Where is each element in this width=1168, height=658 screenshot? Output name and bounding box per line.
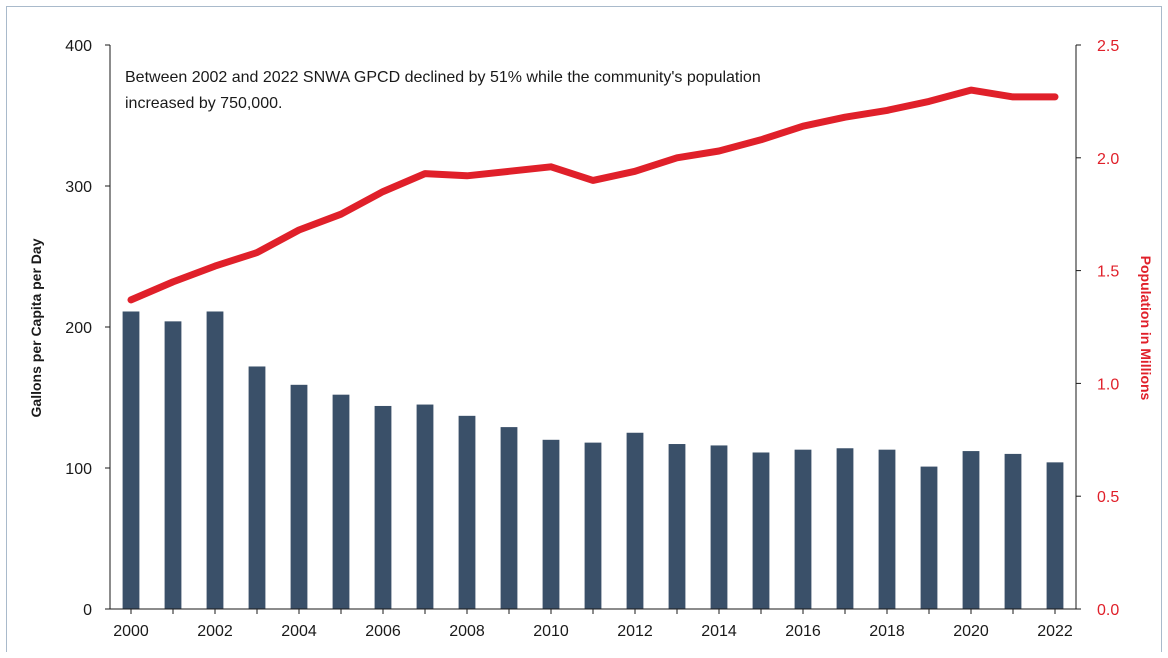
bar-2020 <box>962 451 980 609</box>
bar-2012 <box>626 432 644 609</box>
bar-2000 <box>122 311 140 609</box>
x-tick-label: 2002 <box>197 623 233 640</box>
left-axis-title: Gallons per Capita per Day <box>28 238 44 417</box>
left-tick-label: 200 <box>65 320 92 337</box>
axes-layer: 0 100 200 300 400 0.0 0.5 1.0 1.5 2.0 2.5 2000 2002 2… <box>65 38 1119 640</box>
x-tick-label: 2014 <box>701 623 737 640</box>
left-tick-label: 300 <box>65 179 92 196</box>
annotation-line-1: Between 2002 and 2022 SNWA GPCD declined… <box>125 69 761 86</box>
right-tick-label: 1.5 <box>1097 264 1119 281</box>
bar-2008 <box>458 415 476 609</box>
bar-2018 <box>878 449 896 609</box>
chart-frame <box>6 6 1162 652</box>
bar-2015 <box>752 452 770 609</box>
bar-2009 <box>500 427 518 609</box>
bar-2004 <box>290 384 308 609</box>
bar-2007 <box>416 404 434 609</box>
x-tick-label: 2000 <box>113 623 149 640</box>
right-tick-label: 0.0 <box>1097 602 1119 619</box>
right-tick-label: 2.0 <box>1097 151 1119 168</box>
bar-2014 <box>710 445 728 609</box>
bar-2022 <box>1046 462 1064 609</box>
bar-2003 <box>248 366 266 609</box>
population-line <box>127 86 1059 304</box>
x-tick-label: 2018 <box>869 623 905 640</box>
annotation-line-2: increased by 750,000. <box>125 95 282 112</box>
x-tick-label: 2022 <box>1037 623 1073 640</box>
bar-2010 <box>542 439 560 609</box>
left-tick-label: 0 <box>83 602 92 619</box>
x-tick-label: 2010 <box>533 623 569 640</box>
right-axis-title: Population in Millions <box>1138 256 1154 401</box>
x-tick-label: 2006 <box>365 623 401 640</box>
bar-2011 <box>584 442 602 609</box>
left-tick-label: 400 <box>65 38 92 55</box>
bar-2002 <box>206 311 224 609</box>
bar-2021 <box>1004 453 1022 609</box>
right-tick-label: 1.0 <box>1097 376 1119 393</box>
line-layer <box>127 86 1059 304</box>
bar-2016 <box>794 449 812 609</box>
bar-2005 <box>332 394 350 609</box>
right-tick-label: 2.5 <box>1097 38 1119 55</box>
x-tick-label: 2016 <box>785 623 821 640</box>
x-tick-label: 2008 <box>449 623 485 640</box>
x-tick-label: 2020 <box>953 623 989 640</box>
left-tick-label: 100 <box>65 461 92 478</box>
bar-2017 <box>836 448 854 609</box>
bar-2006 <box>374 405 392 609</box>
x-tick-label: 2004 <box>281 623 317 640</box>
x-tick-label: 2012 <box>617 623 653 640</box>
bars-layer <box>122 311 1064 609</box>
bar-2001 <box>164 321 182 609</box>
right-tick-label: 0.5 <box>1097 489 1119 506</box>
bar-2019 <box>920 466 938 609</box>
bar-2013 <box>668 444 686 609</box>
